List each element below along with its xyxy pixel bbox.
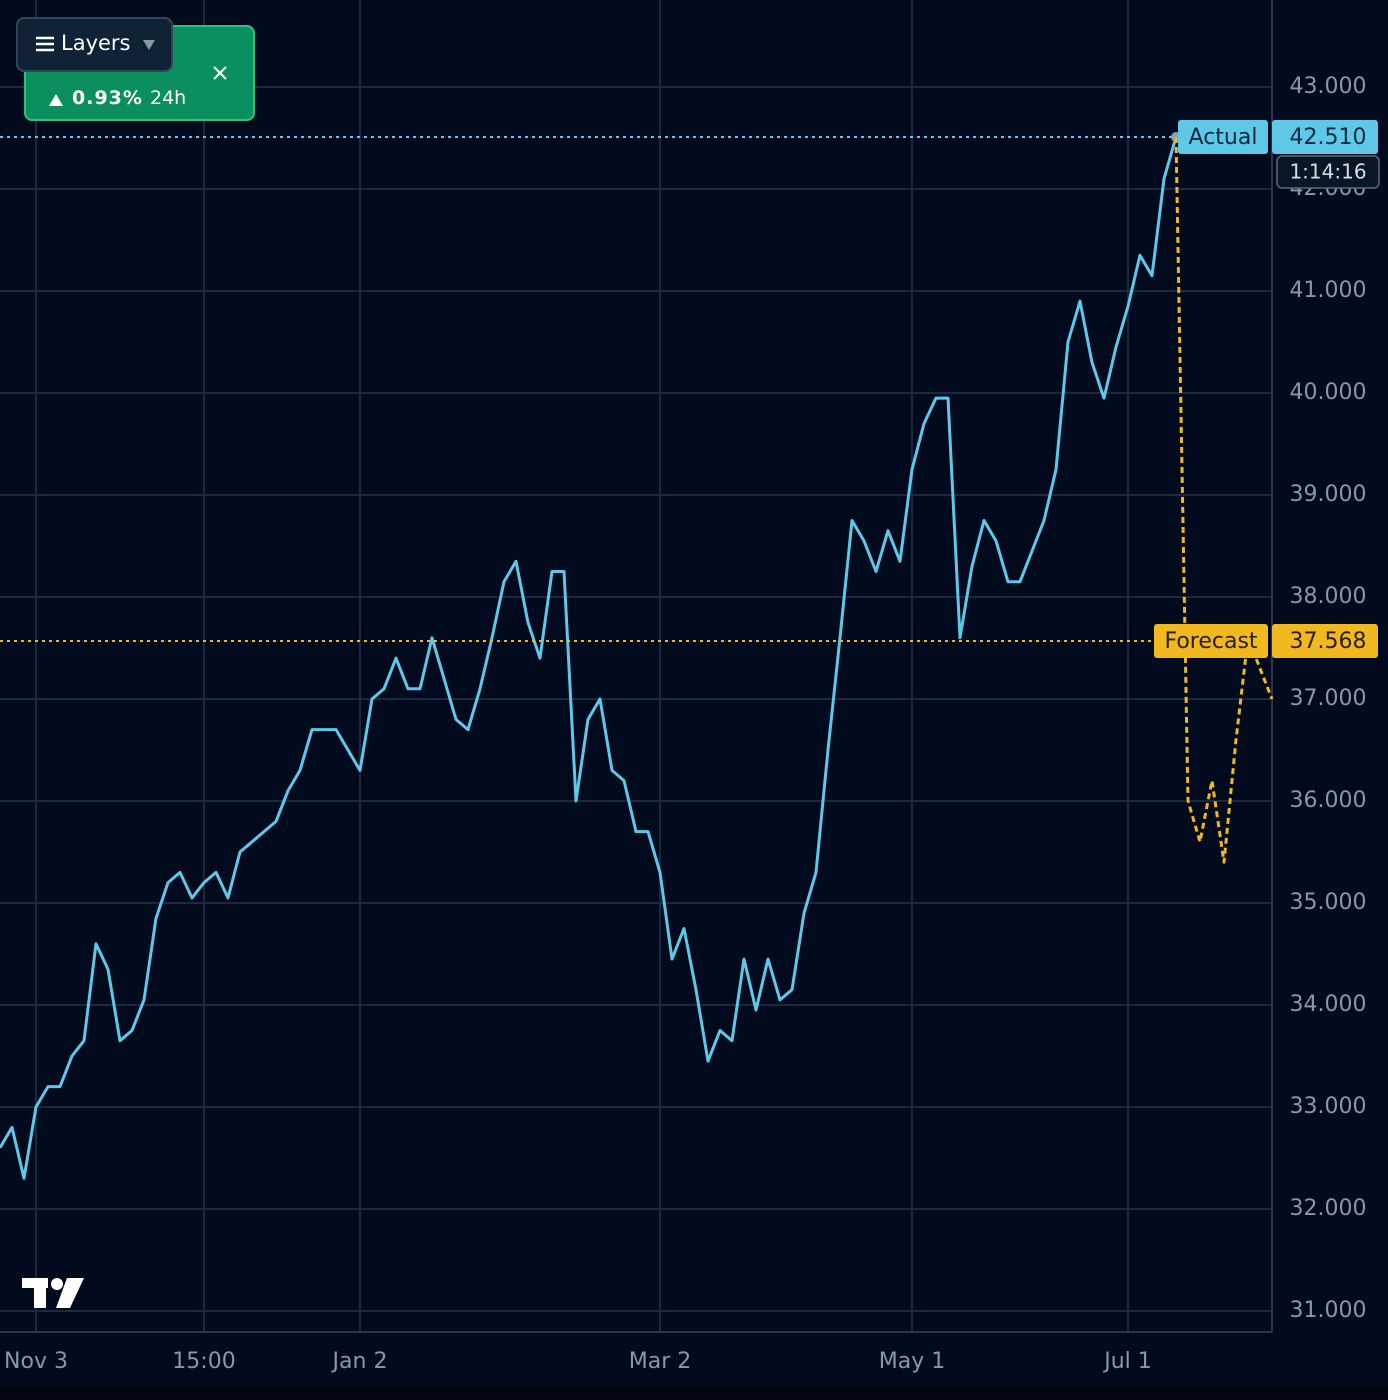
y-tick-label: 35.000 xyxy=(1290,890,1367,915)
y-tick-label: 33.000 xyxy=(1290,1094,1367,1119)
menu-icon xyxy=(36,36,54,52)
countdown-box xyxy=(1276,155,1380,189)
series-tag xyxy=(1154,624,1268,659)
y-tick-label: 31.000 xyxy=(1290,1298,1367,1323)
series-tag-label: Actual xyxy=(1189,125,1258,150)
change: 0.93% xyxy=(72,87,143,109)
x-tick-label: Nov 3 xyxy=(4,1349,68,1374)
price-tag-label: 42.510 xyxy=(1290,125,1367,150)
y-tick-label: 37.000 xyxy=(1290,686,1367,711)
layers-button[interactable]: Layers xyxy=(16,17,173,72)
y-tick-label: 41.000 xyxy=(1290,278,1367,303)
y-tick-label: 39.000 xyxy=(1290,482,1367,507)
x-tick-label: Jan 2 xyxy=(331,1349,388,1374)
close-button[interactable] xyxy=(212,65,228,81)
period: 24h xyxy=(150,87,187,109)
series-tag-label: Forecast xyxy=(1164,629,1257,654)
y-tick-label: 32.000 xyxy=(1290,1196,1367,1221)
x-tick-label: Mar 2 xyxy=(629,1349,692,1374)
price-tag xyxy=(1272,119,1378,154)
y-tick-label: 36.000 xyxy=(1290,788,1367,813)
up-arrow-icon xyxy=(49,94,63,106)
price-tag xyxy=(1272,624,1378,659)
price-tag-label: 37.568 xyxy=(1290,629,1367,654)
y-tick-label: 40.000 xyxy=(1290,380,1367,405)
y-tick-label: 43.000 xyxy=(1290,74,1367,99)
x-tick-label: 15:00 xyxy=(172,1349,235,1374)
y-tick-label: 34.000 xyxy=(1290,992,1367,1017)
series-line xyxy=(0,136,1178,1180)
series-line xyxy=(1174,136,1274,864)
series-tag xyxy=(1178,119,1268,154)
bottom-bar xyxy=(0,1386,1388,1400)
dropdown-icon xyxy=(143,40,155,50)
countdown: 1:14:16 xyxy=(1289,159,1366,183)
x-tick-label: May 1 xyxy=(879,1349,945,1374)
x-tick-label: Jul 1 xyxy=(1102,1349,1152,1374)
layers-label: Layers xyxy=(61,31,131,55)
tv-logo xyxy=(22,1278,84,1308)
y-tick-label: 38.000 xyxy=(1290,584,1367,609)
